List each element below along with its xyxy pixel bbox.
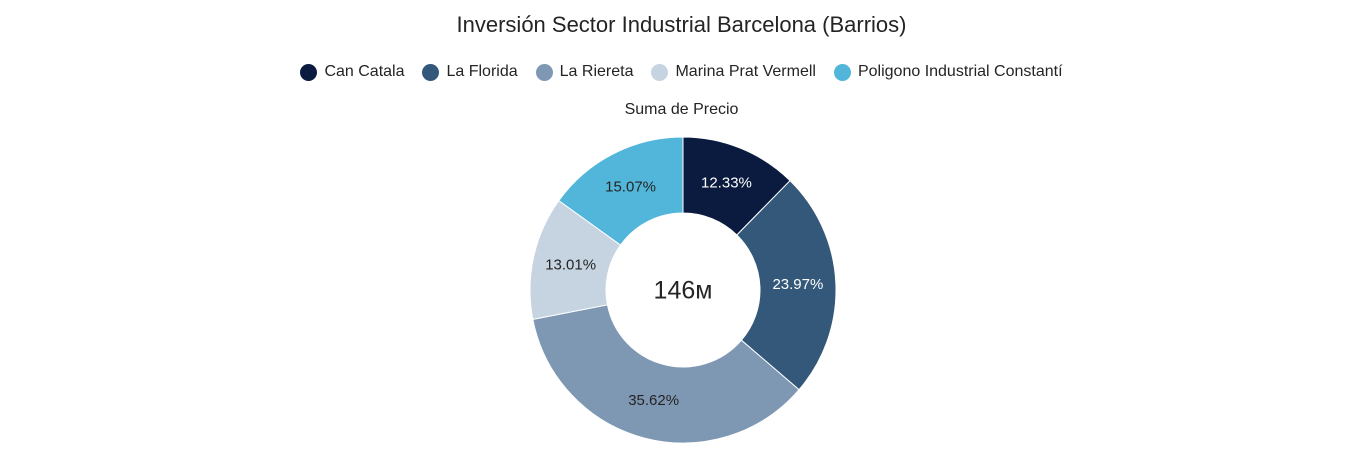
- legend-swatch: [833, 63, 851, 81]
- donut-slices: [529, 136, 837, 444]
- legend-swatch: [422, 63, 440, 81]
- legend-swatch: [535, 63, 553, 81]
- legend-item-la-florida[interactable]: La Florida: [422, 63, 518, 81]
- donut-slice-label: 35.62%: [628, 392, 679, 409]
- donut-slice-label: 12.33%: [701, 174, 752, 191]
- legend-item-la-riereta[interactable]: La Riereta: [535, 63, 634, 81]
- donut-slice-label: 13.01%: [545, 256, 596, 273]
- legend-label: Marina Prat Vermell: [675, 63, 816, 80]
- donut-slice-la-riereta[interactable]: [532, 304, 800, 444]
- legend-label: La Florida: [446, 63, 518, 80]
- legend-label: Can Catala: [324, 63, 405, 80]
- legend-swatch: [651, 63, 669, 81]
- donut-slice-label: 23.97%: [772, 276, 823, 293]
- donut-slice-label: 15.07%: [605, 179, 656, 196]
- donut-slice-labels: 12.33% 23.97% 35.62% 13.01% 15.07%: [545, 174, 823, 409]
- chart-title: Inversión Sector Industrial Barcelona (B…: [456, 12, 907, 37]
- legend-label: Poligono Industrial Constantí: [857, 63, 1063, 80]
- legend-label: La Riereta: [559, 63, 634, 80]
- legend-swatch: [300, 63, 318, 81]
- legend-item-poligono-industrial-constanti[interactable]: Poligono Industrial Constantí: [833, 63, 1063, 81]
- donut-slice-poligono-industrial-constant-[interactable]: [558, 136, 684, 246]
- donut-center-label: 146м: [654, 277, 713, 305]
- legend: Can Catala La Florida La Riereta Marina …: [0, 63, 1363, 81]
- legend-item-can-catala[interactable]: Can Catala: [300, 63, 404, 81]
- donut-slice-la-florida[interactable]: [736, 179, 837, 391]
- chart-subtitle: Suma de Precio: [624, 101, 739, 118]
- legend-item-marina-prat-vermell[interactable]: Marina Prat Vermell: [651, 63, 816, 81]
